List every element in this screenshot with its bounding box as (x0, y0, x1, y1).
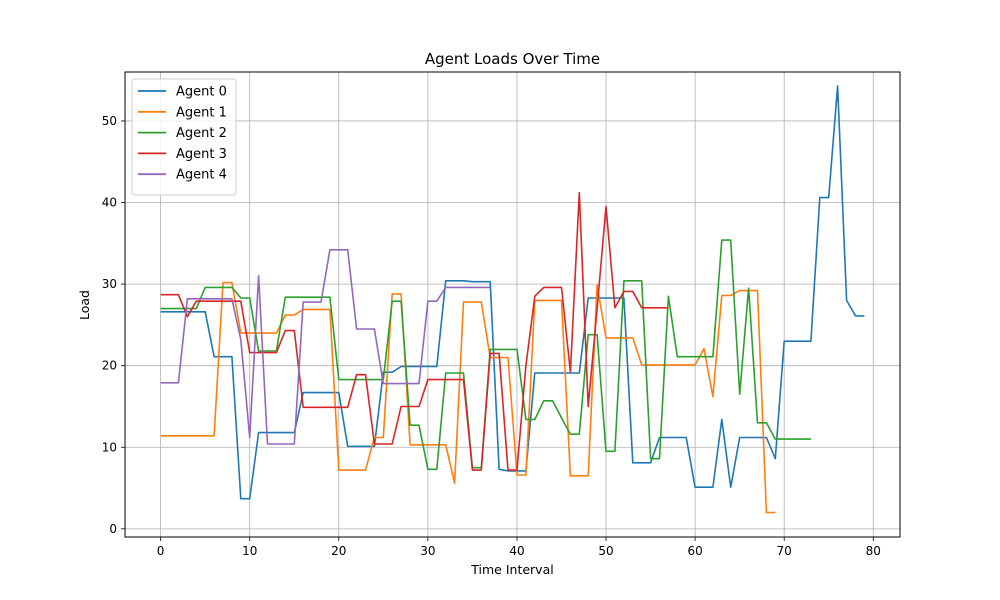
x-tick-label: 80 (866, 544, 881, 558)
y-tick-label: 0 (109, 522, 117, 536)
x-tick-label: 70 (777, 544, 792, 558)
legend-label: Agent 0 (176, 85, 227, 100)
y-axis-label: Load (77, 290, 92, 320)
x-tick-label: 20 (331, 544, 346, 558)
x-tick-label: 60 (687, 544, 702, 558)
plot-frame (124, 71, 901, 538)
y-tick-label: 30 (102, 277, 117, 291)
series-line-agent-3 (160, 191, 669, 471)
x-tick-label: 30 (420, 544, 435, 558)
x-axis-ticks: 0 10 20 30 40 50 60 70 80 (157, 537, 881, 558)
series-layer (160, 85, 865, 514)
series-line-agent-4 (160, 249, 491, 445)
y-tick-label: 50 (102, 114, 117, 128)
x-axis-label: Time Interval (470, 562, 553, 577)
legend-box (131, 78, 237, 196)
legend-label: Agent 2 (176, 126, 227, 141)
y-tick-label: 20 (102, 359, 117, 373)
legend-label: Agent 4 (176, 168, 227, 183)
x-tick-label: 40 (509, 544, 524, 558)
legend-label: Agent 1 (176, 105, 227, 120)
y-tick-label: 40 (102, 196, 117, 210)
legend-label: Agent 3 (176, 147, 227, 162)
chart-title: Agent Loads Over Time (425, 50, 600, 68)
y-tick-label: 10 (102, 440, 117, 454)
series-line-agent-1 (160, 281, 776, 514)
legend: Agent 0 Agent 1 Agent 2 Agent 3 Agent 4 (131, 78, 237, 196)
x-tick-label: 50 (598, 544, 613, 558)
y-axis-ticks: 0 10 20 30 40 50 (102, 114, 125, 536)
x-tick-label: 0 (157, 544, 165, 558)
x-tick-label: 10 (242, 544, 257, 558)
